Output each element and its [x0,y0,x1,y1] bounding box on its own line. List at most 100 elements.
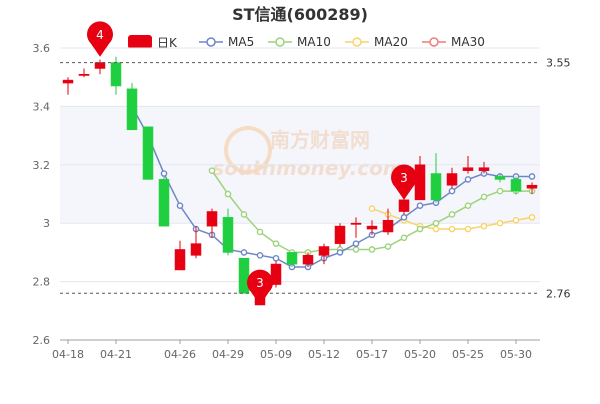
reference-label: 3.55 [546,57,571,70]
candle-body [318,246,330,256]
ma10-point [256,228,264,236]
y-tick-label: 2.6 [33,334,51,347]
reference-lines: 3.55 2.76 [60,57,571,300]
x-tick-label: 05-25 [452,348,484,361]
ma10-point [400,234,408,242]
candle-body [126,88,138,131]
x-tick-label: 04-26 [164,348,196,361]
candle-body [382,219,394,233]
legend: 日K MA5 MA10 MA20 MA30 [128,35,485,50]
ma5-point [240,249,248,256]
ma10-point [416,225,424,233]
candle-body [270,263,282,285]
candle-body [238,257,250,294]
ma10-point [368,246,376,253]
ma5-point [256,252,264,259]
marker-pin [87,21,114,57]
ma20-point [480,222,488,230]
x-tick-label: 05-12 [308,348,340,361]
candle-body [222,217,234,253]
candle-body [206,211,218,227]
ma10-point [432,219,440,227]
ma20-point [432,225,440,233]
candle-body [110,62,122,87]
ma5-point [448,187,456,195]
ma10-point [480,193,488,201]
watermark-cn: 南方财富网 [270,128,370,152]
x-tick-label: 04-21 [100,348,132,361]
ma20-point [464,225,472,233]
candle-body [510,179,522,192]
ma20-point [496,219,504,227]
y-tick-label: 2.8 [33,276,51,289]
legend-label: MA20 [374,35,408,49]
y-tick-label: 3.2 [33,159,51,172]
x-tick-label: 05-20 [404,348,436,361]
legend-label: MA30 [451,35,485,49]
marker-pin [246,269,273,305]
ma10-point [352,246,360,253]
candle-body [302,255,314,265]
ma10-point [224,190,232,198]
candle-body [414,164,426,201]
marker-label: 3 [400,171,408,185]
candle-body [494,176,506,180]
ma10-point [496,187,504,195]
reference-label: 2.76 [546,287,571,300]
candle-body [62,79,74,84]
y-tick-label: 3.4 [33,100,51,113]
ma5-point [272,254,280,262]
x-tick-label: 05-09 [260,348,292,361]
ma5-point [336,249,344,256]
candles [62,56,538,306]
legend-point-swatch [352,37,362,47]
marker-pin [391,164,417,200]
ma10-point [208,167,216,174]
ma10-point [448,211,456,218]
x-tick-label: 05-30 [500,348,532,361]
x-tick-label: 04-18 [52,348,84,361]
candle-body [78,73,90,76]
candle-body [478,167,490,171]
y-tick-label: 3.6 [33,42,51,55]
candle-body [446,173,458,186]
candle-body [158,179,170,227]
candle-body [334,225,346,244]
candle-body [462,167,474,171]
ma10-point [240,211,248,218]
legend-point-swatch [275,37,285,47]
y-tick-label: 3 [43,217,50,230]
candle-body [174,249,186,271]
marker-label: 4 [96,28,104,42]
legend-label: 日K [157,36,178,50]
candle-body [142,126,154,180]
candle-body [398,199,410,212]
candle-body [350,222,362,225]
legend-candle-swatch [128,35,152,49]
ma20-point [448,225,456,233]
ma20-point [512,216,520,224]
ma10-point [464,202,472,209]
ma5-point [352,240,360,247]
ma5-point [416,202,424,209]
candle-body [430,173,442,201]
chart-title: ST信通(600289) [232,5,368,24]
candle-body [366,225,378,230]
ma5-point [400,214,408,221]
ma20-point [528,214,536,221]
x-tick-label: 04-29 [212,348,244,361]
legend-label: MA5 [228,35,254,49]
x-tick-label: 05-17 [356,348,388,361]
ma20-point [368,205,376,212]
candle-body [526,184,538,189]
ma5-point [160,170,168,177]
candle-body [286,252,298,265]
candle-body [190,243,202,256]
ma10-point [384,243,392,250]
ma5-point [176,202,184,209]
legend-point-swatch [206,37,216,47]
marker-label: 3 [256,276,264,290]
watermark-logo: 南方财富网 southmoney.com [212,126,404,180]
ma10-point [272,240,280,247]
